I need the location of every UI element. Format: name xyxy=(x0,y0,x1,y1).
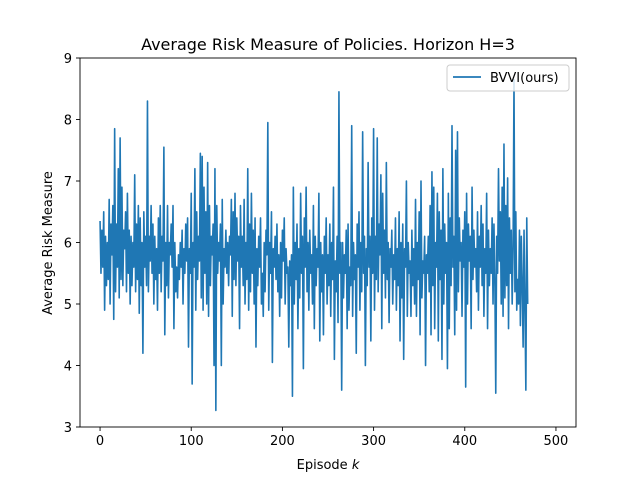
x-tick-label: 200 xyxy=(270,434,295,449)
legend: BVVI(ours) xyxy=(446,64,570,92)
y-tick-label: 8 xyxy=(64,114,72,129)
y-tick-label: 4 xyxy=(64,360,72,375)
y-tick-label: 5 xyxy=(64,298,72,313)
x-axis-label-variable: k xyxy=(352,458,360,473)
series-line-bvvi xyxy=(99,78,529,412)
y-tick-label: 7 xyxy=(64,175,72,190)
x-tick-label: 500 xyxy=(544,434,569,449)
x-tick-label: 400 xyxy=(452,434,477,449)
chart-title: Average Risk Measure of Policies. Horizo… xyxy=(141,35,515,54)
y-axis: 3 4 5 6 7 8 9 xyxy=(64,52,80,436)
legend-box xyxy=(446,64,570,92)
plot-area xyxy=(79,57,577,428)
y-axis-title: Average Risk Measure xyxy=(41,171,56,315)
y-tick-label: 6 xyxy=(64,237,72,252)
y-tick-label: 3 xyxy=(64,421,72,436)
x-tick-label: 300 xyxy=(361,434,386,449)
x-tick-label: 100 xyxy=(179,434,204,449)
legend-label-bvvi: BVVI(ours) xyxy=(490,71,559,86)
x-axis-label-text: Episode xyxy=(297,458,348,473)
x-tick-label: 0 xyxy=(96,434,104,449)
y-tick-label: 9 xyxy=(64,52,72,67)
x-axis-title: Episode k xyxy=(297,458,360,473)
x-axis: 0 100 200 300 400 500 xyxy=(96,427,568,449)
